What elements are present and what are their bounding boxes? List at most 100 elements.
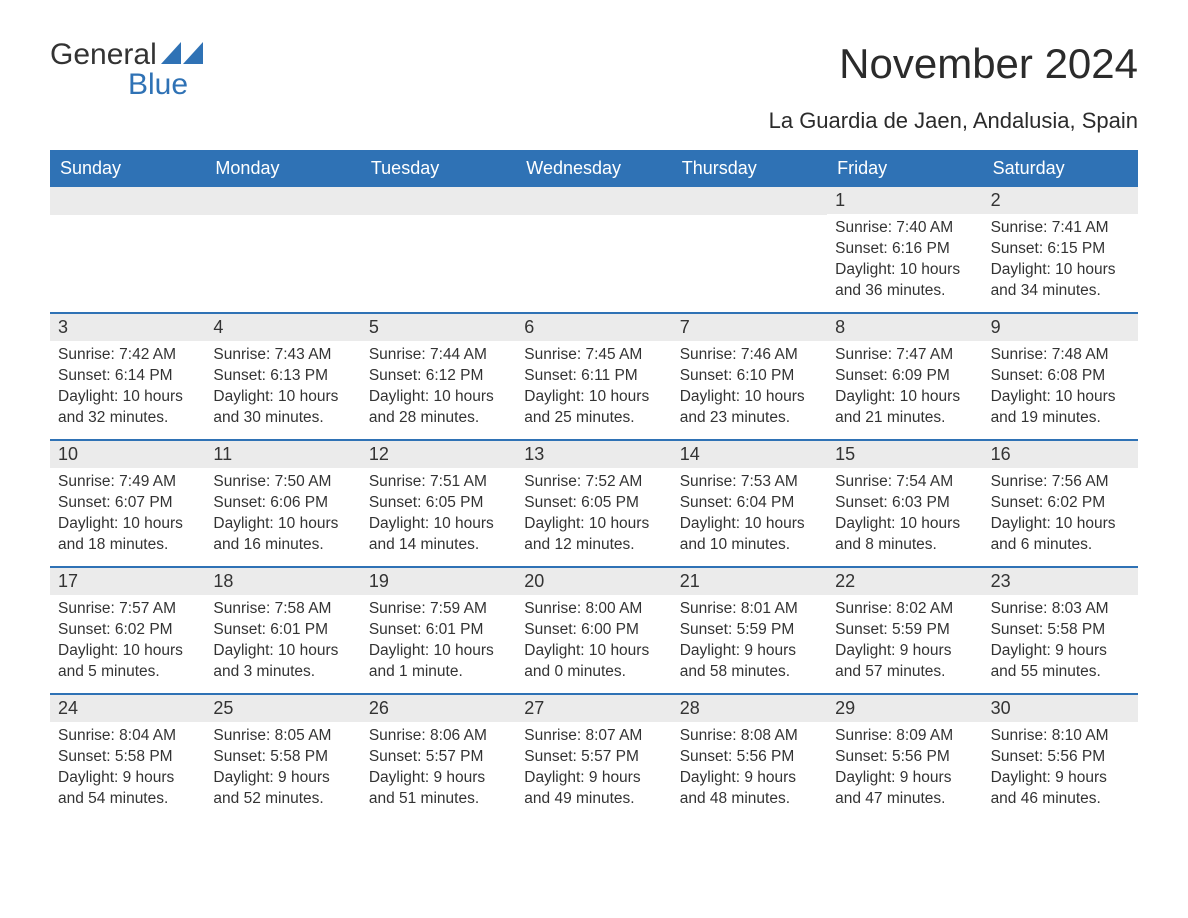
daylight-text: Daylight: 10 hours and 18 minutes. (58, 514, 197, 556)
calendar-day: 20Sunrise: 8:00 AMSunset: 6:00 PMDayligh… (516, 568, 671, 693)
day-details: Sunrise: 7:59 AMSunset: 6:01 PMDaylight:… (361, 595, 516, 691)
calendar: Sunday Monday Tuesday Wednesday Thursday… (50, 150, 1138, 820)
sunrise-text: Sunrise: 8:04 AM (58, 726, 197, 747)
sunrise-text: Sunrise: 7:58 AM (213, 599, 352, 620)
daylight-text: Daylight: 10 hours and 16 minutes. (213, 514, 352, 556)
day-number: 26 (361, 695, 516, 722)
sunset-text: Sunset: 5:59 PM (835, 620, 974, 641)
sunrise-text: Sunrise: 8:03 AM (991, 599, 1130, 620)
daylight-text: Daylight: 10 hours and 8 minutes. (835, 514, 974, 556)
daylight-text: Daylight: 10 hours and 14 minutes. (369, 514, 508, 556)
weekday-label: Monday (205, 150, 360, 187)
daylight-text: Daylight: 9 hours and 48 minutes. (680, 768, 819, 810)
day-number: 11 (205, 441, 360, 468)
sunset-text: Sunset: 6:11 PM (524, 366, 663, 387)
calendar-day: 9Sunrise: 7:48 AMSunset: 6:08 PMDaylight… (983, 314, 1138, 439)
daylight-text: Daylight: 10 hours and 6 minutes. (991, 514, 1130, 556)
sunrise-text: Sunrise: 7:53 AM (680, 472, 819, 493)
calendar-day: 10 Sunrise: 7:49 AMSunset: 6:07 PMDayligh… (50, 441, 205, 566)
daylight-text: Daylight: 9 hours and 46 minutes. (991, 768, 1130, 810)
daylight-text: Daylight: 9 hours and 54 minutes. (58, 768, 197, 810)
day-number: 9 (983, 314, 1138, 341)
calendar-day: 7Sunrise: 7:46 AMSunset: 6:10 PMDaylight… (672, 314, 827, 439)
sunset-text: Sunset: 6:09 PM (835, 366, 974, 387)
day-details: Sunrise: 7:52 AMSunset: 6:05 PMDaylight:… (516, 468, 671, 564)
daylight-text: Daylight: 10 hours and 0 minutes. (524, 641, 663, 683)
daylight-text: Daylight: 10 hours and 23 minutes. (680, 387, 819, 429)
sunrise-text: Sunrise: 7:42 AM (58, 345, 197, 366)
day-number: 6 (516, 314, 671, 341)
sunset-text: Sunset: 6:07 PM (58, 493, 197, 514)
page-title: November 2024 (839, 40, 1138, 88)
day-number (516, 187, 671, 215)
daylight-text: Daylight: 9 hours and 52 minutes. (213, 768, 352, 810)
daylight-text: Daylight: 10 hours and 32 minutes. (58, 387, 197, 429)
daylight-text: Daylight: 10 hours and 30 minutes. (213, 387, 352, 429)
day-details: Sunrise: 7:45 AMSunset: 6:11 PMDaylight:… (516, 341, 671, 437)
day-number (50, 187, 205, 215)
day-number (361, 187, 516, 215)
day-details: Sunrise: 8:02 AMSunset: 5:59 PMDaylight:… (827, 595, 982, 691)
day-details: Sunrise: 8:07 AMSunset: 5:57 PMDaylight:… (516, 722, 671, 818)
daylight-text: Daylight: 10 hours and 36 minutes. (835, 260, 974, 302)
calendar-week: 10Sunrise: 7:49 AMSunset: 6:07 PMDayligh… (50, 439, 1138, 566)
calendar-day: 13Sunrise: 7:52 AMSunset: 6:05 PMDayligh… (516, 441, 671, 566)
day-details: Sunrise: 7:54 AMSunset: 6:03 PMDaylight:… (827, 468, 982, 564)
calendar-day (50, 187, 205, 312)
sunrise-text: Sunrise: 8:02 AM (835, 599, 974, 620)
sunset-text: Sunset: 5:59 PM (680, 620, 819, 641)
daylight-text: Daylight: 9 hours and 55 minutes. (991, 641, 1130, 683)
daylight-text: Daylight: 9 hours and 47 minutes. (835, 768, 974, 810)
day-details: Sunrise: 8:03 AMSunset: 5:58 PMDaylight:… (983, 595, 1138, 691)
sunset-text: Sunset: 6:01 PM (213, 620, 352, 641)
sunset-text: Sunset: 6:05 PM (369, 493, 508, 514)
day-details: Sunrise: 7:47 AMSunset: 6:09 PMDaylight:… (827, 341, 982, 437)
day-details: Sunrise: 7:40 AMSunset: 6:16 PMDaylight:… (827, 214, 982, 310)
weekday-label: Tuesday (361, 150, 516, 187)
day-details: Sunrise: 7:50 AMSunset: 6:06 PMDaylight:… (205, 468, 360, 564)
day-details: Sunrise: 8:06 AMSunset: 5:57 PMDaylight:… (361, 722, 516, 818)
calendar-day: 8Sunrise: 7:47 AMSunset: 6:09 PMDaylight… (827, 314, 982, 439)
daylight-text: Daylight: 10 hours and 28 minutes. (369, 387, 508, 429)
sunrise-text: Sunrise: 7:49 AM (58, 472, 197, 493)
calendar-week: 1Sunrise: 7:40 AMSunset: 6:16 PMDaylight… (50, 187, 1138, 312)
daylight-text: Daylight: 9 hours and 58 minutes. (680, 641, 819, 683)
day-number: 27 (516, 695, 671, 722)
day-details: Sunrise: 8:08 AMSunset: 5:56 PMDaylight:… (672, 722, 827, 818)
day-number: 1 (827, 187, 982, 214)
weekday-label: Thursday (672, 150, 827, 187)
daylight-text: Daylight: 10 hours and 10 minutes. (680, 514, 819, 556)
calendar-day: 22Sunrise: 8:02 AMSunset: 5:59 PMDayligh… (827, 568, 982, 693)
sunrise-text: Sunrise: 7:43 AM (213, 345, 352, 366)
day-number: 14 (672, 441, 827, 468)
day-number: 4 (205, 314, 360, 341)
day-number: 12 (361, 441, 516, 468)
calendar-week: 3Sunrise: 7:42 AMSunset: 6:14 PMDaylight… (50, 312, 1138, 439)
sunrise-text: Sunrise: 8:07 AM (524, 726, 663, 747)
sunrise-text: Sunrise: 8:06 AM (369, 726, 508, 747)
sunset-text: Sunset: 6:02 PM (58, 620, 197, 641)
daylight-text: Daylight: 10 hours and 12 minutes. (524, 514, 663, 556)
sunrise-text: Sunrise: 7:59 AM (369, 599, 508, 620)
calendar-day: 21Sunrise: 8:01 AMSunset: 5:59 PMDayligh… (672, 568, 827, 693)
daylight-text: Daylight: 9 hours and 51 minutes. (369, 768, 508, 810)
sunset-text: Sunset: 6:08 PM (991, 366, 1130, 387)
calendar-day (672, 187, 827, 312)
day-details: Sunrise: 7:48 AMSunset: 6:08 PMDaylight:… (983, 341, 1138, 437)
sunset-text: Sunset: 6:13 PM (213, 366, 352, 387)
calendar-day: 17Sunrise: 7:57 AMSunset: 6:02 PMDayligh… (50, 568, 205, 693)
calendar-day: 19Sunrise: 7:59 AMSunset: 6:01 PMDayligh… (361, 568, 516, 693)
day-number: 23 (983, 568, 1138, 595)
day-number: 25 (205, 695, 360, 722)
weekday-label: Wednesday (516, 150, 671, 187)
day-details: Sunrise: 8:09 AMSunset: 5:56 PMDaylight:… (827, 722, 982, 818)
sunrise-text: Sunrise: 7:45 AM (524, 345, 663, 366)
sunrise-text: Sunrise: 8:05 AM (213, 726, 352, 747)
day-number: 28 (672, 695, 827, 722)
calendar-day: 25Sunrise: 8:05 AMSunset: 5:58 PMDayligh… (205, 695, 360, 820)
day-details: Sunrise: 7:56 AMSunset: 6:02 PMDaylight:… (983, 468, 1138, 564)
day-number: 10 (50, 441, 205, 468)
daylight-text: Daylight: 10 hours and 5 minutes. (58, 641, 197, 683)
day-details: Sunrise: 8:00 AMSunset: 6:00 PMDaylight:… (516, 595, 671, 691)
day-number: 18 (205, 568, 360, 595)
